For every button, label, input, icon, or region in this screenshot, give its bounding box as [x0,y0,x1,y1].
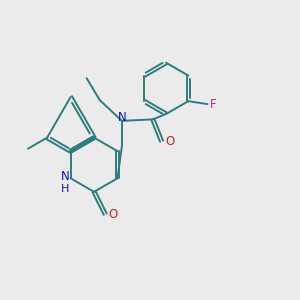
Text: N: N [118,111,126,124]
Text: O: O [109,208,118,221]
Text: F: F [210,98,217,111]
Text: H: H [61,184,70,194]
Text: O: O [165,135,175,148]
Text: N: N [61,170,70,183]
